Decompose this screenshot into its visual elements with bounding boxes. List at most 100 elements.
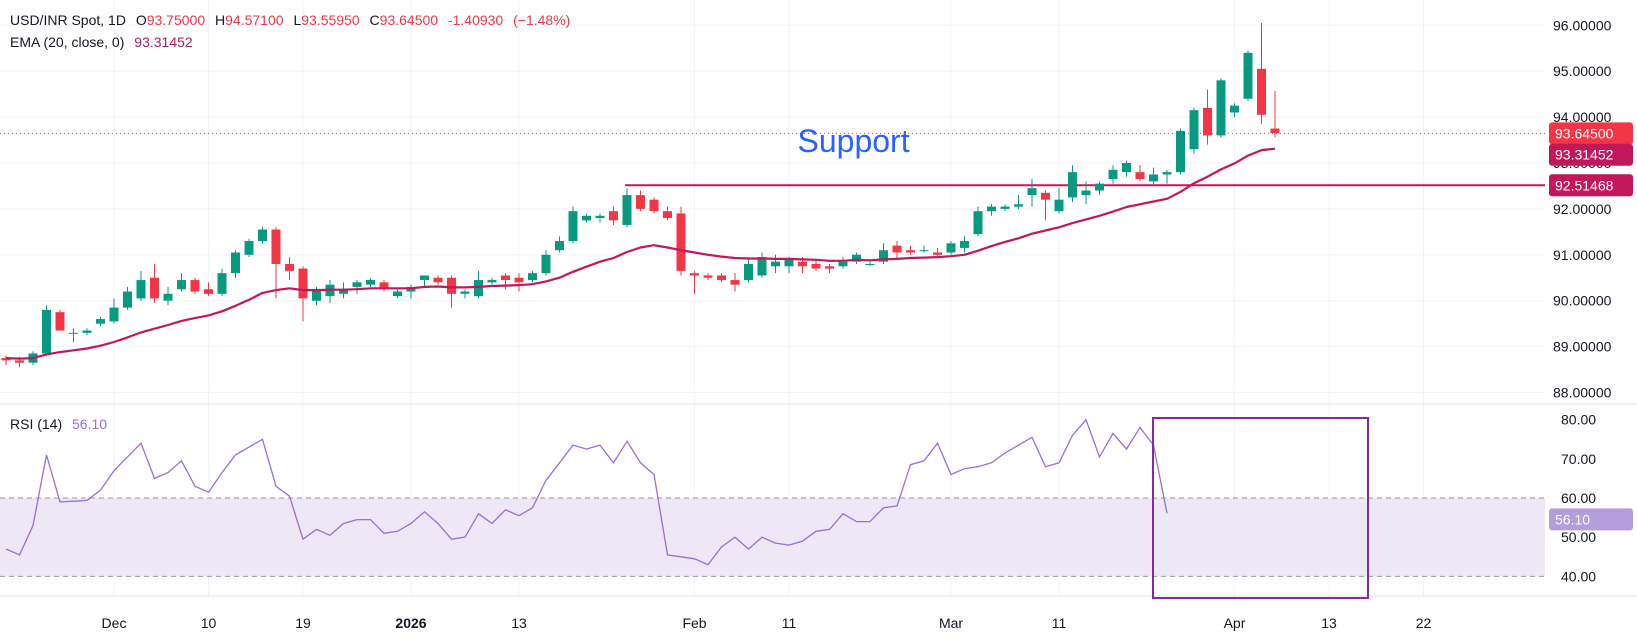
price-tick-label-3: 91.00000 (1553, 247, 1612, 263)
candle-body (217, 273, 227, 294)
candle-50 (676, 206, 686, 276)
candle-26 (352, 280, 362, 294)
rsi-tick-label-1: 50.00 (1561, 529, 1596, 545)
candle-65 (879, 243, 888, 264)
candle-body (1108, 169, 1118, 180)
candle-body (298, 268, 308, 299)
candle-93 (1257, 22, 1266, 124)
candle-76 (1027, 179, 1037, 207)
symbol-label: USD/INR Spot, 1D (10, 12, 126, 28)
candle-body (352, 282, 362, 287)
support-badge-bg (1549, 174, 1633, 197)
rsi-badge-text: 56.10 (1555, 511, 1590, 527)
candle-body (339, 289, 348, 294)
rsi-tick-label-0: 40.00 (1561, 568, 1596, 584)
candle-79 (1068, 165, 1077, 202)
candle-body (622, 195, 632, 225)
candle-body (541, 254, 551, 274)
candle-20 (271, 227, 281, 299)
candle-body (136, 280, 146, 299)
candle-body (1216, 80, 1226, 136)
time-tick-label-1: 10 (201, 615, 217, 631)
low-label: L (293, 12, 302, 28)
ema-badge-text: 93.31452 (1555, 147, 1614, 163)
candle-body (447, 277, 456, 294)
ema-badge-bg (1549, 143, 1633, 166)
candle-body (919, 250, 929, 252)
candle-body (879, 250, 888, 262)
candle-71 (960, 236, 969, 253)
candle-body (1162, 172, 1172, 175)
rsi-badge: 56.10 (1549, 508, 1633, 531)
ema-line (5, 147, 1276, 360)
candle-75 (1014, 195, 1023, 209)
candle-body (825, 266, 834, 269)
candle-83 (1122, 160, 1131, 177)
candle-body (663, 211, 672, 219)
candle-81 (1095, 181, 1104, 196)
close-label: C (369, 12, 380, 28)
candle-body (933, 252, 942, 255)
candle-15 (204, 282, 213, 297)
candle-36 (487, 277, 497, 285)
candle-body (1243, 52, 1253, 99)
candle-body (784, 259, 794, 267)
last-price-badge-text: 93.64500 (1555, 125, 1614, 141)
candle-78 (1054, 188, 1064, 214)
candle-body (1149, 174, 1158, 182)
low-value: 93.55950 (301, 12, 360, 28)
candle-63 (852, 252, 861, 264)
rsi-tick-label-4: 80.00 (1561, 412, 1596, 428)
candle-body (771, 261, 780, 267)
candle-body (393, 291, 402, 297)
price-tick-label-0: 88.00000 (1553, 385, 1612, 401)
support-badge: 92.51468 (1549, 174, 1633, 197)
candle-body (717, 275, 726, 281)
candle-51 (690, 270, 699, 294)
candle-body (82, 330, 92, 333)
candle-94 (1270, 90, 1280, 138)
candle-40 (541, 250, 551, 276)
candle-70 (946, 241, 956, 255)
time-tick-label-3: 2026 (395, 615, 426, 631)
candle-body (474, 280, 483, 297)
candle-body (15, 360, 24, 363)
candle-body (1230, 105, 1239, 113)
candle-body (555, 241, 564, 251)
candle-body (1095, 183, 1104, 191)
candle-29 (393, 289, 402, 299)
candle-84 (1135, 165, 1145, 182)
candle-6 (82, 328, 92, 336)
candle-52 (703, 273, 713, 281)
candle-body (676, 213, 686, 271)
ohlc-high: H94.57100 (215, 12, 284, 28)
candle-body (258, 229, 267, 242)
candle-body (177, 280, 186, 290)
candle-91 (1230, 103, 1239, 118)
candle-3 (42, 305, 51, 356)
candle-body (528, 273, 537, 281)
change-percent: (−1.48%) (513, 12, 571, 28)
candle-body (204, 289, 213, 294)
candle-35 (474, 270, 483, 299)
candle-89 (1203, 89, 1212, 145)
candle-54 (730, 273, 740, 292)
candle-body (1257, 68, 1266, 115)
price-tick-label-4: 92.00000 (1553, 201, 1612, 217)
candle-body (595, 215, 605, 219)
candle-body (1000, 206, 1010, 209)
candle-88 (1189, 107, 1199, 154)
candle-86 (1162, 169, 1172, 184)
close-value: 93.64500 (379, 12, 439, 28)
candle-0 (1, 355, 11, 365)
last-price-badge-bg (1549, 122, 1633, 145)
candle-60 (811, 259, 821, 271)
candle-body (1041, 192, 1050, 200)
price-legend: USD/INR Spot, 1D O93.75000 H94.57100 L93… (10, 12, 576, 28)
candle-body (757, 257, 767, 276)
candle-body (1054, 199, 1064, 212)
ohlc-close: C93.64500 (370, 12, 439, 28)
candle-57 (771, 254, 780, 274)
last-price-badge: 93.64500 (1549, 122, 1633, 145)
